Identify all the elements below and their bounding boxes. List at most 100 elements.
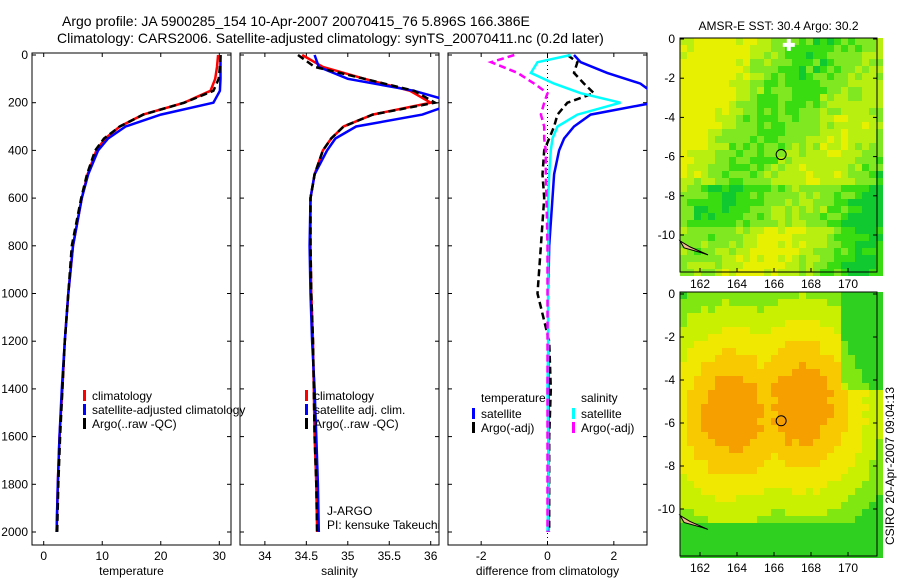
map-cell bbox=[806, 178, 813, 185]
map-cell bbox=[708, 129, 715, 136]
map-cell bbox=[778, 178, 785, 185]
map-cell bbox=[855, 38, 862, 45]
map-cell bbox=[806, 404, 813, 411]
map-cell bbox=[806, 313, 813, 320]
map-cell bbox=[869, 551, 876, 558]
map-cell bbox=[799, 157, 806, 164]
map-cell bbox=[855, 530, 862, 537]
map-cell bbox=[876, 474, 883, 481]
map-cell bbox=[785, 432, 792, 439]
map-cell bbox=[680, 108, 687, 115]
map-cell bbox=[778, 460, 785, 467]
y-tick-label: 0 bbox=[668, 32, 675, 46]
map-cell bbox=[736, 255, 743, 262]
map-cell bbox=[869, 411, 876, 418]
map-cell bbox=[722, 150, 729, 157]
map-cell bbox=[862, 108, 869, 115]
map-cell bbox=[848, 488, 855, 495]
map-cell bbox=[764, 327, 771, 334]
map-cell bbox=[757, 481, 764, 488]
map-cell bbox=[687, 467, 694, 474]
map-cell bbox=[806, 52, 813, 59]
map-cell bbox=[785, 129, 792, 136]
map-cell bbox=[750, 199, 757, 206]
map-cell bbox=[729, 248, 736, 255]
legend-header-salinity: salinity bbox=[581, 391, 618, 405]
map-cell bbox=[834, 502, 841, 509]
map-cell bbox=[729, 551, 736, 558]
map-cell bbox=[736, 292, 743, 299]
map-cell bbox=[708, 390, 715, 397]
map-cell bbox=[827, 59, 834, 66]
map-cell bbox=[680, 94, 687, 101]
map-cell bbox=[820, 446, 827, 453]
map-cell bbox=[778, 292, 785, 299]
map-cell bbox=[848, 327, 855, 334]
map-cell bbox=[764, 136, 771, 143]
map-cell bbox=[743, 537, 750, 544]
map-cell bbox=[750, 255, 757, 262]
map-cell bbox=[715, 178, 722, 185]
map-cell bbox=[722, 73, 729, 80]
map-cell bbox=[820, 45, 827, 52]
map-cell bbox=[813, 411, 820, 418]
map-cell bbox=[771, 544, 778, 551]
map-cell bbox=[827, 143, 834, 150]
map-cell bbox=[855, 467, 862, 474]
map-cell bbox=[827, 467, 834, 474]
map-cell bbox=[862, 502, 869, 509]
map-cell bbox=[848, 502, 855, 509]
map-cell bbox=[778, 383, 785, 390]
map-cell bbox=[855, 327, 862, 334]
map-cell bbox=[722, 509, 729, 516]
map-cell bbox=[792, 446, 799, 453]
map-cell bbox=[764, 404, 771, 411]
map-cell bbox=[841, 150, 848, 157]
map-cell bbox=[778, 418, 785, 425]
map-cell bbox=[785, 523, 792, 530]
map-cell bbox=[687, 432, 694, 439]
map-cell bbox=[792, 481, 799, 488]
map-cell bbox=[862, 488, 869, 495]
map-cell bbox=[750, 481, 757, 488]
map-cell bbox=[694, 185, 701, 192]
map-cell bbox=[869, 292, 876, 299]
map-cell bbox=[834, 234, 841, 241]
map-cell bbox=[855, 157, 862, 164]
map-cell bbox=[806, 87, 813, 94]
map-cell bbox=[820, 453, 827, 460]
map-cell bbox=[862, 334, 869, 341]
map-cell bbox=[834, 192, 841, 199]
map-cell bbox=[743, 87, 750, 94]
map-cell bbox=[757, 516, 764, 523]
map-cell bbox=[792, 306, 799, 313]
map-cell bbox=[848, 313, 855, 320]
map-cell bbox=[799, 537, 806, 544]
map-cell bbox=[792, 320, 799, 327]
map-cell bbox=[806, 418, 813, 425]
map-cell bbox=[855, 425, 862, 432]
map-cell bbox=[792, 341, 799, 348]
map-cell bbox=[715, 185, 722, 192]
map-cell bbox=[701, 220, 708, 227]
map-cell bbox=[841, 220, 848, 227]
map-cell bbox=[743, 383, 750, 390]
legend-swatch bbox=[572, 408, 575, 419]
map-cell bbox=[855, 192, 862, 199]
map-cell bbox=[834, 94, 841, 101]
map-cell bbox=[680, 122, 687, 129]
map-cell bbox=[841, 418, 848, 425]
map-cell bbox=[869, 348, 876, 355]
map-cell bbox=[722, 362, 729, 369]
map-cell bbox=[771, 157, 778, 164]
map-cell bbox=[799, 383, 806, 390]
map-cell bbox=[708, 192, 715, 199]
map-cell bbox=[869, 178, 876, 185]
map-cell bbox=[841, 348, 848, 355]
map-cell bbox=[743, 94, 750, 101]
map-cell bbox=[806, 390, 813, 397]
map-cell bbox=[792, 537, 799, 544]
map-cell bbox=[708, 383, 715, 390]
credit-text: CSIRO 20-Apr-2007 09:04:13 bbox=[883, 387, 897, 545]
map-cell bbox=[757, 544, 764, 551]
